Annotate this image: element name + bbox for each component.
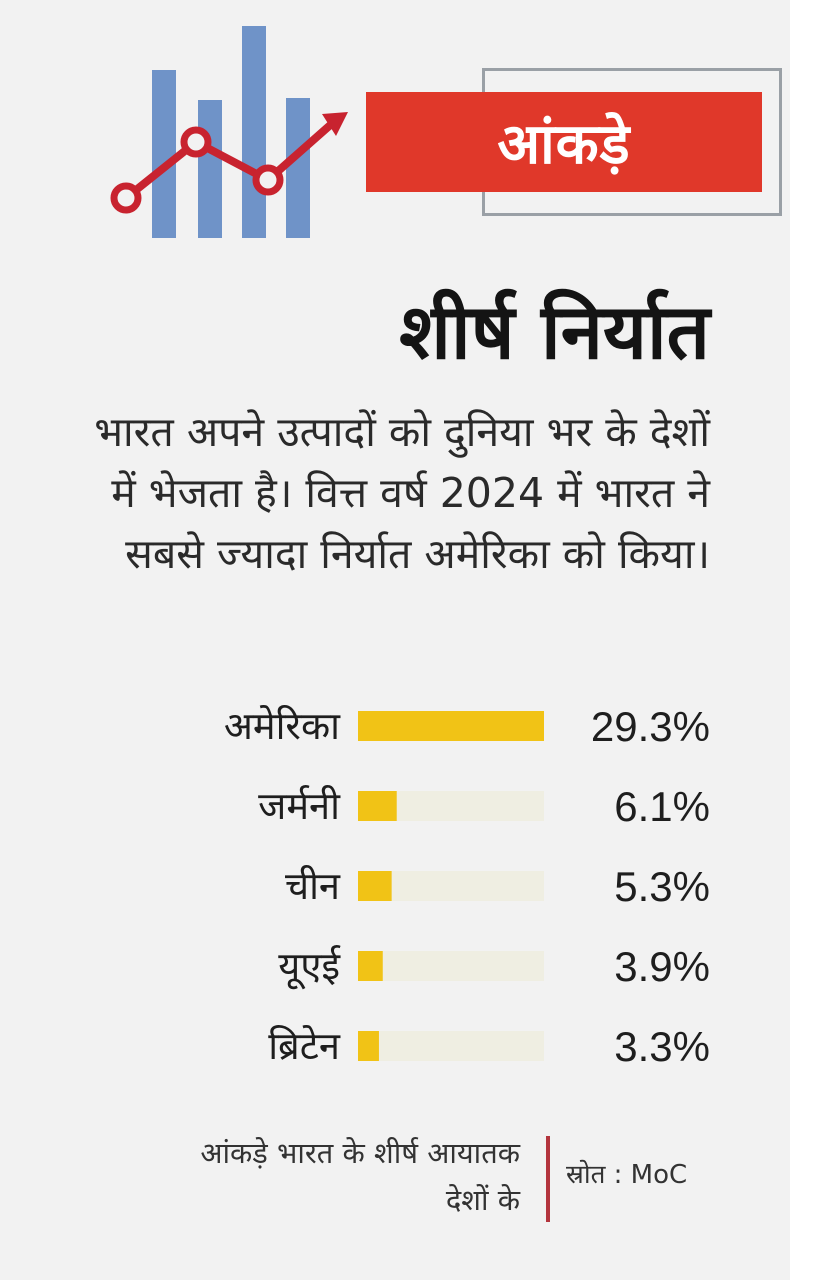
bar [358, 1031, 379, 1061]
bar-category-label: चीन [285, 864, 341, 908]
bar [358, 871, 392, 901]
bar-track [358, 951, 544, 981]
bar [358, 791, 397, 821]
section-label: आंकड़े [366, 92, 762, 192]
bar-value-label: 5.3% [614, 863, 710, 910]
bar-track [358, 1031, 544, 1061]
bar-category-label: अमेरिका [224, 704, 341, 748]
bar-value-label: 6.1% [614, 783, 710, 830]
bar-value-label: 3.3% [614, 1023, 710, 1070]
footer-divider [546, 1136, 550, 1222]
export-share-bar-chart: अमेरिका 29.3% जर्मनी 6.1% चीन 5.3% यूएई 3.9% ब्र… [224, 703, 710, 1070]
description-text: भारत अपने उत्पादों को दुनिया भर के देशों… [94, 408, 710, 578]
bar-category-label: ब्रिटेन [268, 1024, 341, 1068]
bar-value-label: 29.3% [591, 703, 710, 750]
bar-value-label: 3.9% [614, 943, 710, 990]
infographic-card: आंकड़े शीर्ष निर्यात भारत अपने उत्पादों … [0, 0, 790, 1280]
source-credit: स्रोत : MoC [566, 1160, 688, 1190]
bar [358, 711, 544, 741]
bar-category-label: जर्मनी [258, 784, 341, 828]
footer-note: आंकड़े भारत के शीर्ष आयातक देशों के [200, 1136, 520, 1217]
bar-chart-trend-icon [110, 26, 348, 238]
bar [358, 951, 383, 981]
bar-category-label: यूएई [278, 944, 341, 990]
page-title: शीर्ष निर्यात [399, 287, 710, 376]
